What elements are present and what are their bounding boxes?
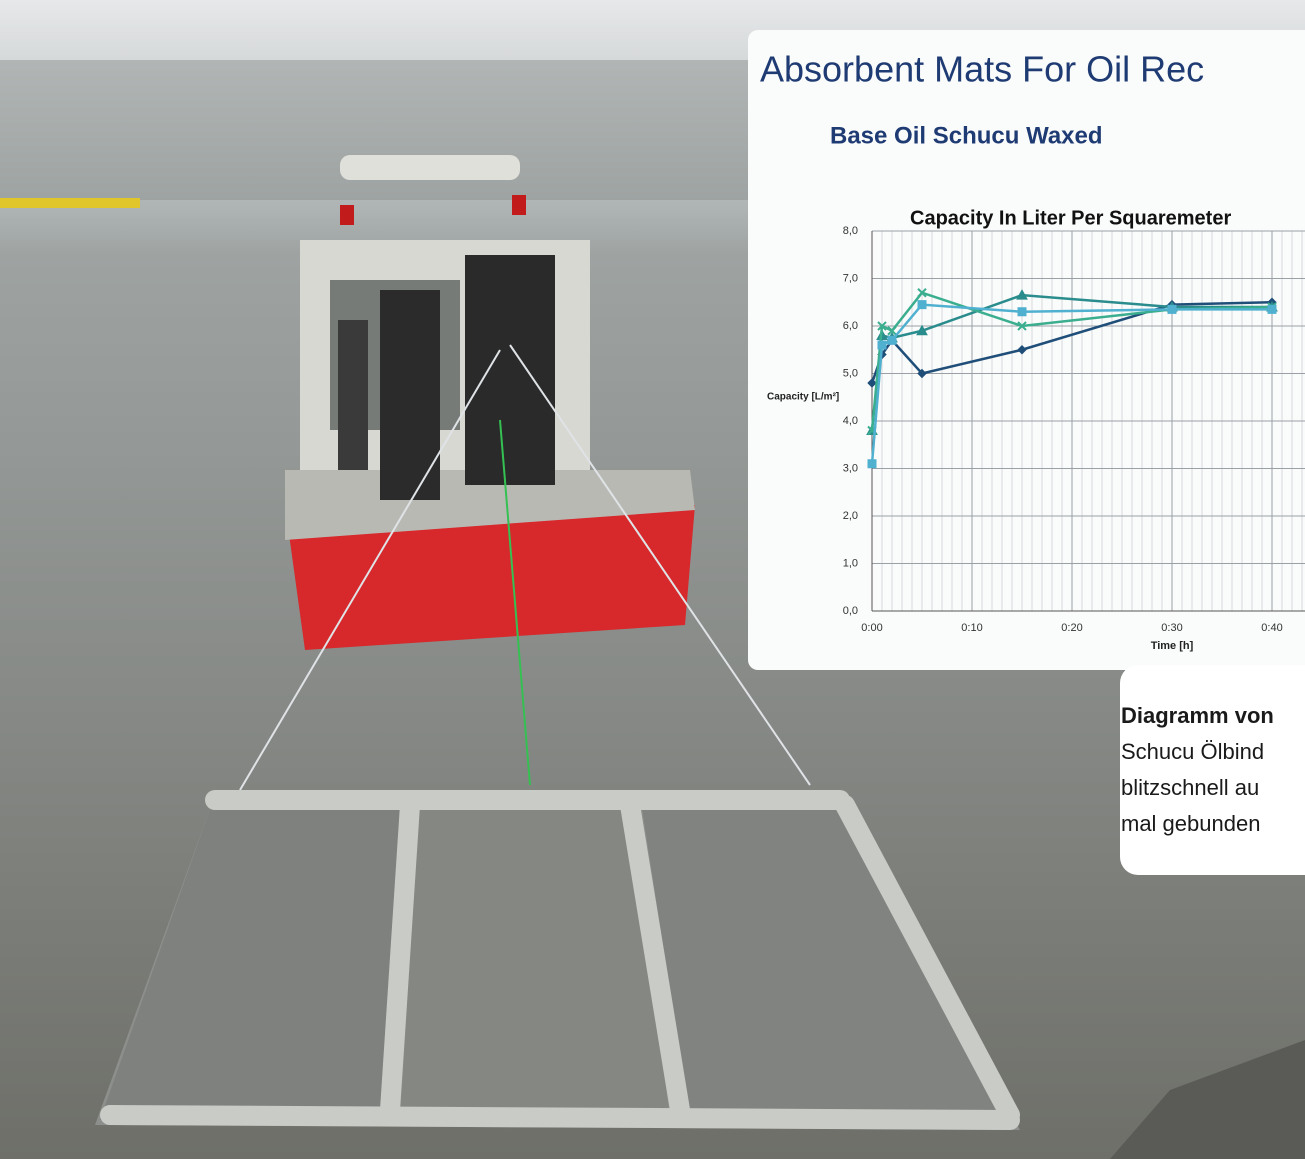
y-tick-label: 8,0: [843, 225, 858, 237]
plot: [866, 230, 1305, 612]
pier: [1110, 1040, 1305, 1159]
marker: [1016, 289, 1028, 300]
marker: [1017, 307, 1027, 317]
marker: [917, 368, 927, 379]
page-title: Absorbent Mats For Oil Rec: [760, 49, 1204, 90]
x-tick-label: 0:10: [961, 622, 982, 634]
marker: [916, 324, 928, 336]
caption-box: [1120, 665, 1305, 875]
x-tick-label: 0:20: [1061, 622, 1082, 634]
marker: [917, 300, 927, 310]
absorbent-mats: [95, 790, 1020, 1130]
marker: [1017, 345, 1027, 355]
x-axis-label: Time [h]: [1151, 640, 1194, 652]
ropes: [239, 344, 811, 791]
y-tick-label: 4,0: [843, 415, 858, 427]
x-tick-label: 0:40: [1261, 622, 1282, 634]
y-tick-label: 0,0: [843, 605, 858, 617]
marker: [867, 378, 877, 388]
y-tick-label: 6,0: [843, 320, 858, 332]
rope: [499, 419, 531, 786]
marker: [1017, 321, 1027, 331]
y-tick-label: 1,0: [843, 557, 858, 569]
caption: Diagramm von Schucu Ölbind blitzschnell au…: [1121, 703, 1274, 836]
marker: [917, 288, 927, 298]
y-axis-label: Capacity [L/m²]: [767, 392, 839, 403]
page-subtitle: Base Oil Schucu Waxed: [830, 122, 1103, 149]
boat: [285, 155, 695, 650]
caption-line: blitzschnell au: [1121, 775, 1259, 800]
x-tick-label: 0:00: [861, 622, 882, 634]
marker: [877, 340, 887, 350]
y-tick-label: 3,0: [843, 462, 858, 474]
caption-line: mal gebunden: [1121, 811, 1260, 836]
y-tick-label: 5,0: [843, 367, 858, 379]
marker: [1267, 304, 1277, 314]
marker: [887, 335, 897, 345]
marker: [867, 459, 877, 469]
y-tick-label: 7,0: [843, 272, 858, 284]
chart-panel: [748, 30, 1305, 670]
chart-title: Capacity In Liter Per Squaremeter: [910, 207, 1231, 229]
y-tick-label: 2,0: [843, 510, 858, 522]
marker: [877, 321, 887, 331]
marker: [887, 326, 897, 336]
x-tick-label: 0:30: [1161, 622, 1182, 634]
marker: [1167, 304, 1177, 314]
caption-line: Diagramm von: [1121, 703, 1274, 728]
boom: [0, 198, 140, 208]
caption-line: Schucu Ölbind: [1121, 739, 1264, 764]
